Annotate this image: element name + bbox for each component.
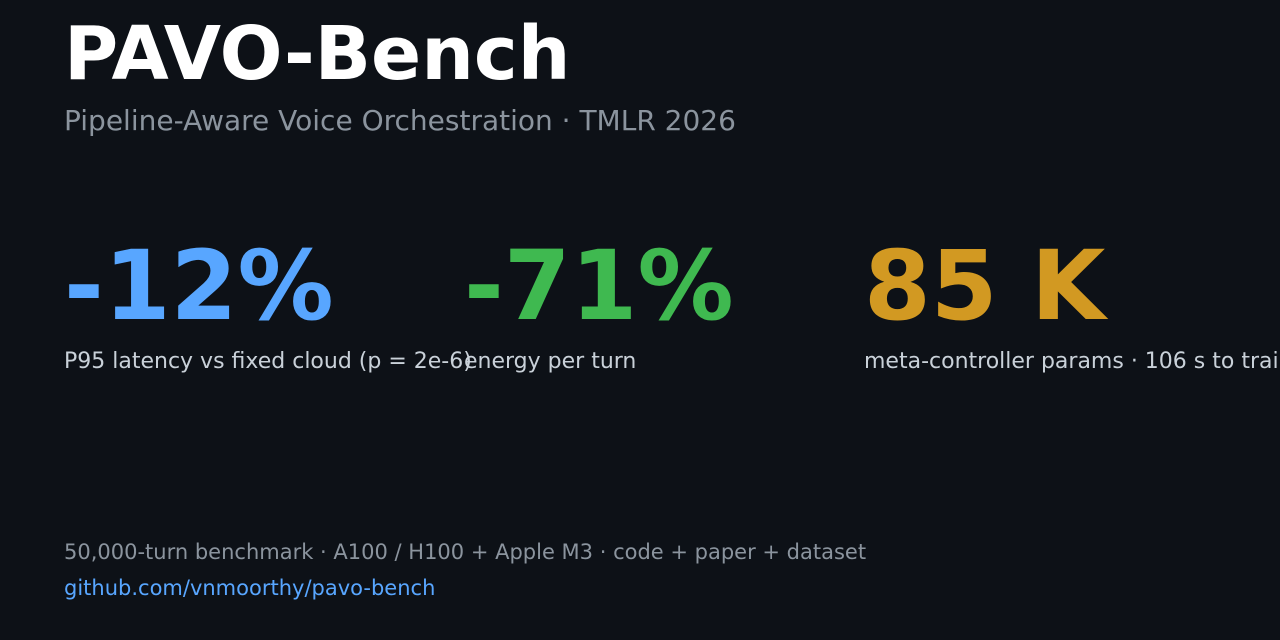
repo-link[interactable]: github.com/vnmoorthy/pavo-bench — [64, 576, 436, 600]
footer-summary: 50,000-turn benchmark · A100 / H100 + Ap… — [64, 540, 867, 564]
page-title: PAVO-Bench — [64, 11, 571, 97]
stat-params-value: 85 K — [864, 230, 1106, 342]
page-subtitle: Pipeline-Aware Voice Orchestration · TML… — [64, 104, 736, 137]
stat-params-label: meta-controller params · 106 s to train — [864, 349, 1280, 374]
stat-latency-label: P95 latency vs fixed cloud (p = 2e-6) — [64, 349, 472, 374]
stat-energy-label: energy per turn — [464, 349, 637, 374]
stat-energy-value: -71% — [464, 230, 734, 342]
stat-latency-value: -12% — [64, 230, 334, 342]
